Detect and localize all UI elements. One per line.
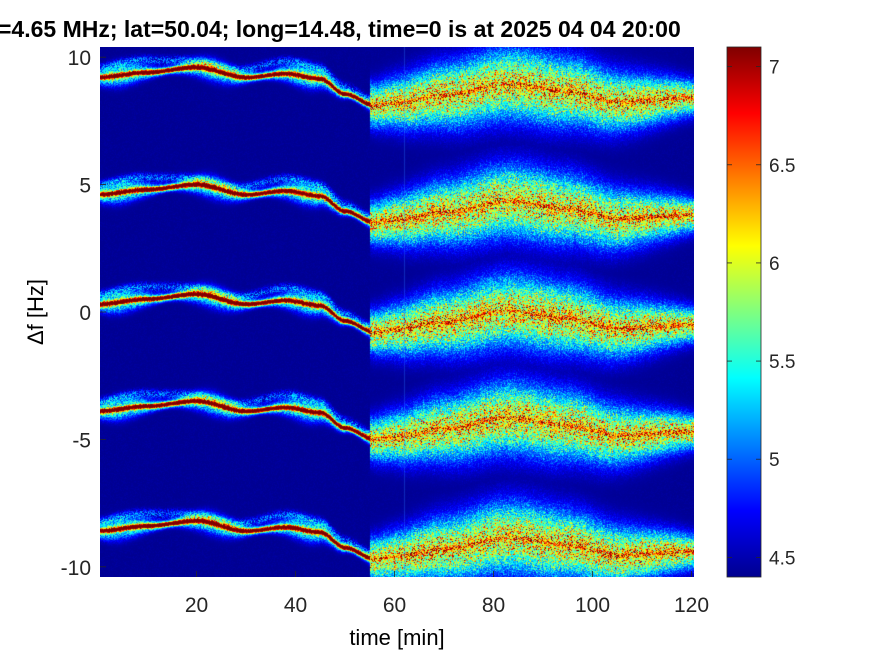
colorbar-tick-label: 6.5 xyxy=(769,156,795,177)
colorbar-tick-label: 5 xyxy=(769,450,780,471)
colorbar-tick-label: 5.5 xyxy=(769,352,795,373)
x-tick-label: 60 xyxy=(383,594,406,617)
x-tick-label: 80 xyxy=(482,594,505,617)
colorbar xyxy=(726,46,762,578)
y-tick-label: 0 xyxy=(79,302,91,325)
y-tick-label: -10 xyxy=(61,557,91,580)
x-tick-label: 100 xyxy=(575,594,610,617)
x-tick-label: 120 xyxy=(674,594,709,617)
colorbar-tick-label: 4.5 xyxy=(769,548,795,569)
x-axis: 20 40 60 80 100 120 xyxy=(185,571,709,617)
y-tick-label: 5 xyxy=(79,175,91,198)
x-axis-label: time [min] xyxy=(349,625,444,650)
colorbar-tick-label: 7 xyxy=(769,58,780,79)
y-tick-label: -5 xyxy=(72,429,91,452)
colorbar-axis: 4.5 5 5.5 6 6.5 7 xyxy=(727,58,795,569)
y-tick-label: 10 xyxy=(68,47,91,70)
y-axis: -10 -5 0 5 10 xyxy=(61,47,106,580)
x-tick-label: 40 xyxy=(284,594,307,617)
x-tick-label: 20 xyxy=(185,594,208,617)
colorbar-tick-label: 6 xyxy=(769,254,780,275)
y-axis-label: Δf [Hz] xyxy=(23,279,48,345)
chart-title: =4.65 MHz; lat=50.04; long=14.48, time=0… xyxy=(0,16,681,42)
spectrogram-image xyxy=(100,47,694,577)
spectrogram-canvas xyxy=(100,47,694,577)
